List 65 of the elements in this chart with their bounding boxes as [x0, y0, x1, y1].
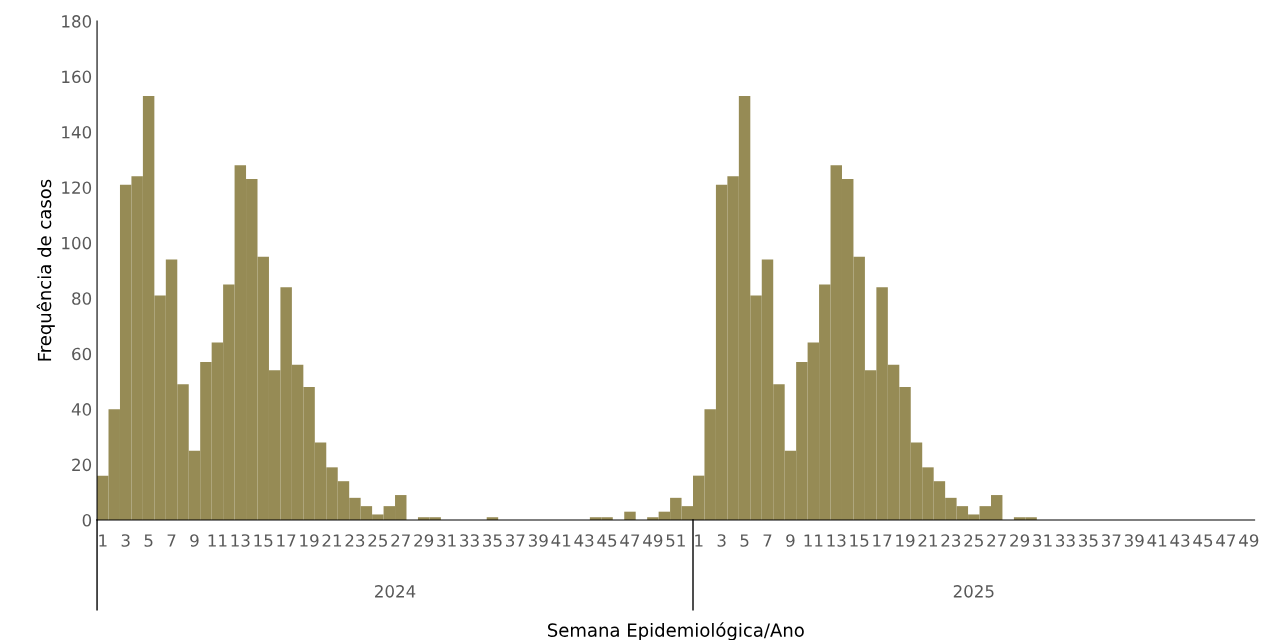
x-tick-label: 43	[574, 534, 594, 547]
x-tick-label: 49	[643, 534, 663, 547]
x-tick-label: 27	[987, 534, 1006, 547]
x-tick-label: 5	[144, 534, 153, 547]
x-tick-label: 33	[1056, 534, 1075, 547]
x-tick-label: 13	[827, 534, 846, 547]
y-axis-title: Frequência de casos	[36, 179, 55, 361]
x-tick-label: 17	[873, 534, 892, 547]
x-tick-label: 39	[1124, 534, 1144, 547]
y-tick-label: 80	[72, 292, 92, 305]
x-tick-label: 29	[1010, 534, 1030, 547]
x-tick-label: 7	[167, 534, 176, 547]
x-tick-label: 37	[506, 534, 525, 547]
x-tick-label: 13	[231, 534, 250, 547]
y-tick-label: 180	[62, 15, 92, 28]
y-tick-label: 0	[82, 513, 92, 527]
x-tick-label: 23	[941, 534, 961, 547]
x-tick-label: 3	[717, 534, 726, 547]
x-tick-label: 37	[1101, 534, 1121, 547]
x-tick-label: 1	[695, 534, 703, 547]
x-tick-label: 21	[918, 534, 938, 547]
x-tick-label: 31	[437, 534, 456, 547]
x-tick-label: 19	[896, 534, 915, 547]
x-tick-label: 19	[300, 534, 319, 547]
y-tick-label: 140	[62, 125, 92, 139]
x-tick-label: 27	[391, 534, 410, 547]
x-tick-label: 25	[964, 534, 983, 547]
x-tick-label: 7	[763, 534, 772, 547]
x-tick-label: 51	[666, 534, 685, 547]
x-tick-label: 11	[804, 534, 823, 547]
x-tick-label: 5	[740, 534, 749, 547]
x-tick-label: 47	[620, 534, 640, 547]
x-tick-label: 15	[850, 534, 869, 547]
x-tick-label: 15	[254, 534, 273, 547]
x-tick-label: 33	[460, 534, 479, 547]
x-axis-title: Semana Epidemiológica/Ano	[547, 622, 804, 640]
x-tick-label: 23	[345, 534, 365, 547]
x-tick-label: 25	[368, 534, 387, 547]
x-tick-label: 45	[597, 534, 617, 547]
y-tick-label: 20	[72, 458, 92, 472]
x-tick-label: 9	[786, 534, 795, 547]
x-tick-label: 43	[1170, 534, 1190, 547]
x-tick-label: 17	[277, 534, 296, 547]
x-tick-label: 31	[1033, 534, 1052, 547]
x-tick-label: 1	[99, 534, 107, 547]
y-tick-label: 40	[71, 403, 92, 416]
x-tick-label: 35	[483, 534, 502, 547]
x-tick-label: 49	[1239, 534, 1259, 547]
x-tick-label: 45	[1193, 534, 1213, 547]
x-tick-label: 47	[1216, 534, 1236, 547]
y-tick-label: 60	[72, 347, 92, 361]
x-tick-label: 9	[190, 534, 199, 547]
x-tick-label: 35	[1079, 534, 1098, 547]
y-tick-label: 160	[62, 70, 92, 84]
x-tick-label: 41	[1147, 534, 1167, 547]
x-tick-label: 39	[528, 534, 548, 547]
y-tick-label: 120	[62, 181, 92, 194]
text: 2024	[375, 585, 416, 598]
x-tick-label: 11	[208, 534, 227, 547]
x-tick-label: 29	[414, 534, 434, 547]
x-tick-label: 21	[322, 534, 342, 547]
y-tick-label: 100	[62, 236, 92, 250]
x-tick-label: 3	[121, 534, 130, 547]
text: 2025	[953, 585, 994, 598]
x-tick-label: 41	[551, 534, 571, 547]
